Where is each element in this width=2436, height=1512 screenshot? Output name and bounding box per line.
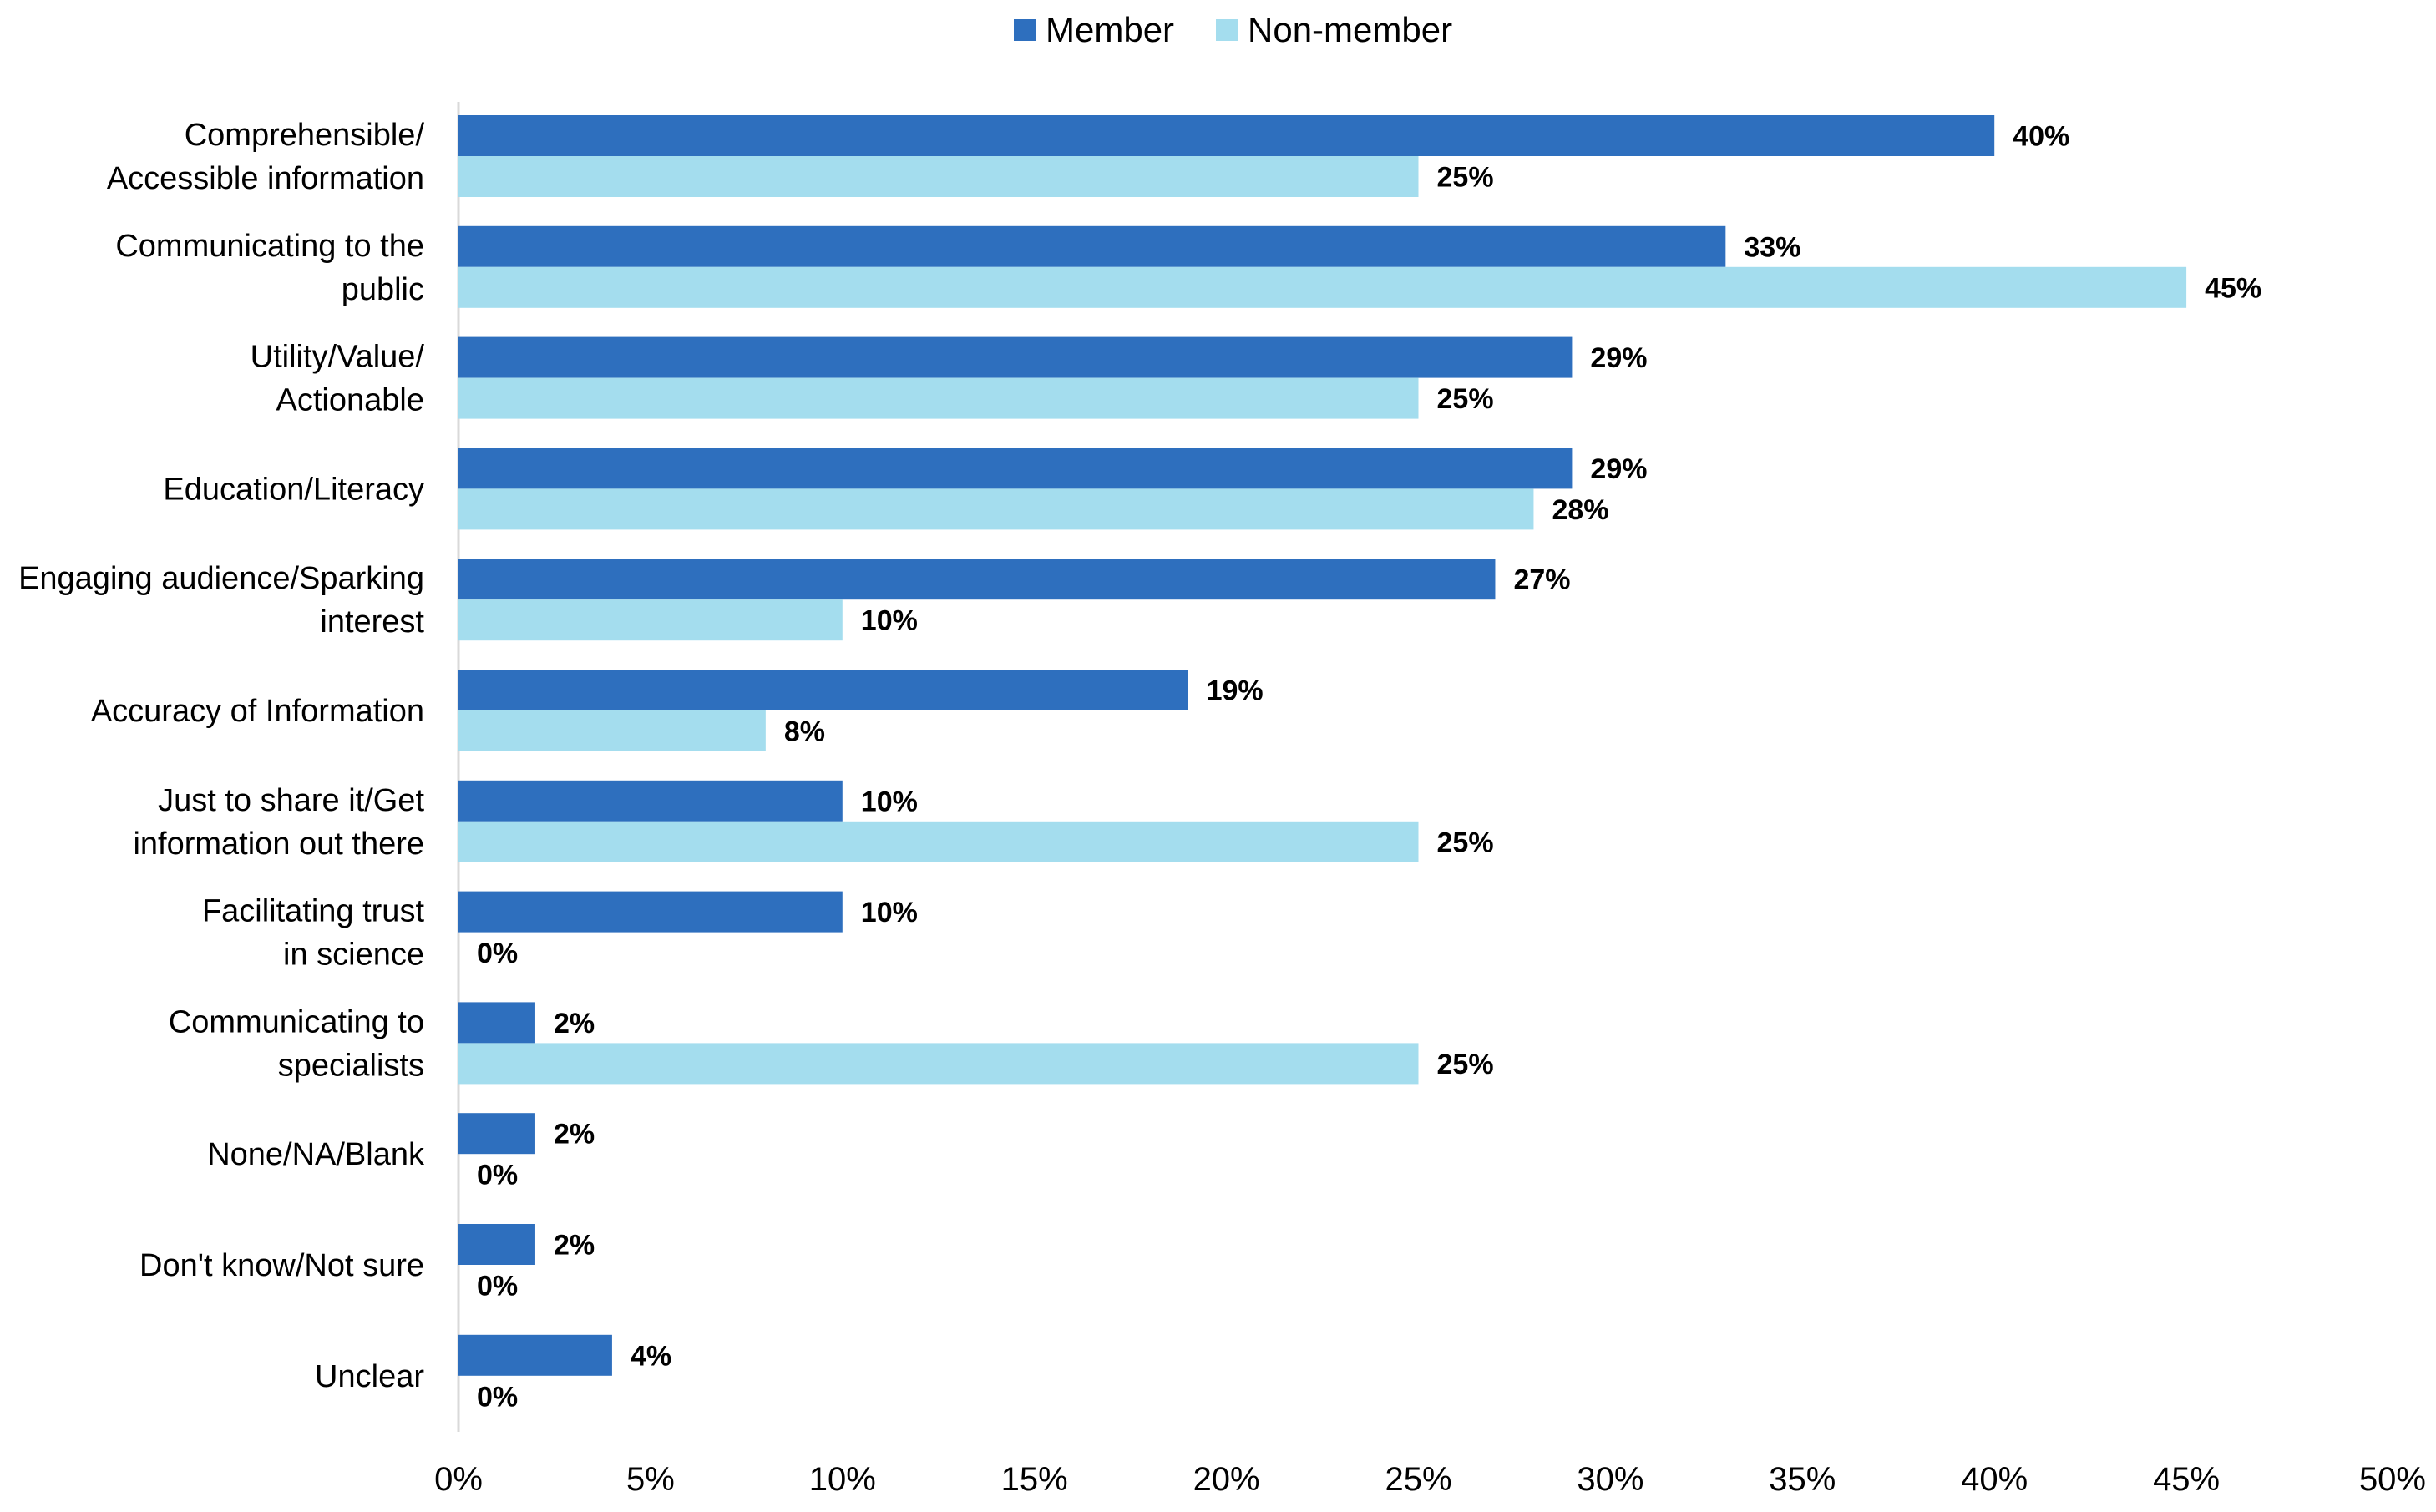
bar-non-member xyxy=(458,599,843,641)
data-label: 0% xyxy=(477,938,518,969)
x-tick-label: 50% xyxy=(2359,1461,2426,1498)
category-label: Accuracy of Information xyxy=(91,694,424,729)
x-tick-label: 40% xyxy=(1961,1461,2028,1498)
x-tick-label: 15% xyxy=(1001,1461,1068,1498)
category-label: Don't know/Not sure xyxy=(139,1248,424,1283)
data-label: 10% xyxy=(861,605,918,637)
data-label: 0% xyxy=(477,1381,518,1413)
x-tick-label: 35% xyxy=(1769,1461,1836,1498)
bar-non-member xyxy=(458,821,1419,862)
legend-label: Member xyxy=(1046,10,1174,49)
data-label: 25% xyxy=(1437,162,1494,194)
category-label: Accessible information xyxy=(107,161,424,196)
data-label: 10% xyxy=(861,897,918,928)
category-label: Communicating to the xyxy=(115,229,424,264)
bar-member xyxy=(458,115,1995,156)
category-label: Education/Literacy xyxy=(163,472,424,507)
bar-non-member xyxy=(458,1043,1419,1085)
data-label: 2% xyxy=(554,1119,595,1150)
category-label: in science xyxy=(283,938,424,973)
bar-member xyxy=(458,1224,535,1265)
bar-member xyxy=(458,559,1496,600)
category-label: Actionable xyxy=(276,383,424,418)
data-label: 33% xyxy=(1744,231,1800,263)
x-tick-label: 0% xyxy=(434,1461,483,1498)
bar-member xyxy=(458,225,1726,267)
data-label: 25% xyxy=(1437,827,1494,858)
category-label: information out there xyxy=(133,827,424,862)
bar-member xyxy=(458,1002,535,1044)
data-label: 0% xyxy=(477,1160,518,1191)
data-label: 10% xyxy=(861,786,918,817)
data-label: 2% xyxy=(554,1230,595,1262)
data-label: 8% xyxy=(784,716,825,748)
category-label: specialists xyxy=(278,1048,424,1083)
data-label: 29% xyxy=(1590,342,1647,374)
category-label: Just to share it/Get xyxy=(158,783,424,818)
bar-non-member xyxy=(458,156,1419,197)
data-label: 4% xyxy=(631,1340,671,1372)
bar-member xyxy=(458,780,843,822)
x-tick-label: 25% xyxy=(1385,1461,1451,1498)
data-label: 19% xyxy=(1207,675,1264,707)
category-label: Comprehensible/ xyxy=(185,118,425,153)
data-label: 40% xyxy=(2013,121,2069,153)
data-label: 45% xyxy=(2205,272,2261,304)
x-tick-label: 45% xyxy=(2153,1461,2220,1498)
data-label: 27% xyxy=(1513,564,1570,596)
data-label: 29% xyxy=(1590,453,1647,485)
data-label: 25% xyxy=(1437,383,1494,415)
category-label: Unclear xyxy=(315,1359,424,1394)
bar-member xyxy=(458,336,1573,378)
legend-swatch-non-member xyxy=(1216,19,1238,41)
bar-member xyxy=(458,670,1188,710)
data-label: 2% xyxy=(554,1008,595,1039)
bar-non-member xyxy=(458,266,2187,308)
bar-non-member xyxy=(458,377,1419,419)
legend-swatch-member xyxy=(1014,19,1036,41)
bar-member xyxy=(458,448,1573,489)
bar-member xyxy=(458,1113,535,1155)
category-label: Facilitating trust xyxy=(202,894,425,929)
bar-non-member xyxy=(458,488,1534,530)
x-tick-label: 30% xyxy=(1577,1461,1643,1498)
x-tick-label: 10% xyxy=(809,1461,876,1498)
category-label: interest xyxy=(320,604,424,640)
x-tick-label: 5% xyxy=(626,1461,675,1498)
data-label: 0% xyxy=(477,1271,518,1302)
data-label: 28% xyxy=(1552,494,1608,526)
category-label: Engaging audience/Sparking xyxy=(18,561,424,596)
category-label: public xyxy=(342,272,424,307)
x-tick-label: 20% xyxy=(1193,1461,1260,1498)
category-label: None/NA/Blank xyxy=(207,1137,425,1172)
bar-member xyxy=(458,1334,612,1376)
legend-label: Non-member xyxy=(1248,10,1452,49)
category-label: Utility/Value/ xyxy=(251,340,425,375)
bar-member xyxy=(458,891,843,933)
category-label: Communicating to xyxy=(169,1004,424,1039)
data-label: 25% xyxy=(1437,1049,1494,1080)
bar-non-member xyxy=(458,710,766,751)
